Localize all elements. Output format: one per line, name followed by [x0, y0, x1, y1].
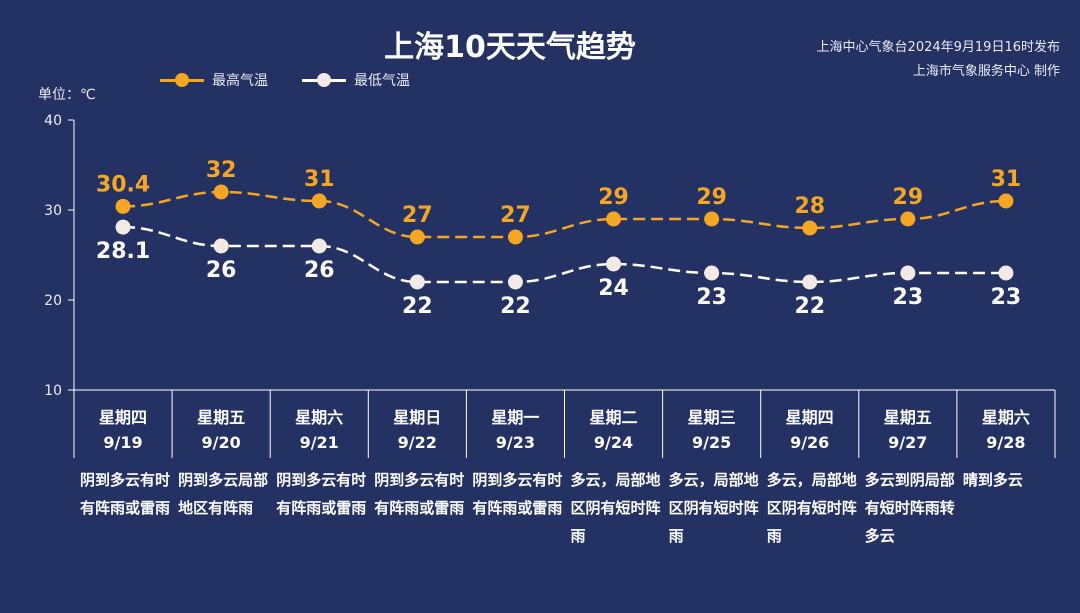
low-temp-point	[115, 219, 131, 235]
low-temp-line	[123, 225, 1006, 284]
day-weekday: 星期四	[98, 408, 147, 427]
low-temp-label: 23	[991, 285, 1022, 310]
day-date: 9/26	[790, 433, 830, 452]
low-temp-label: 22	[794, 294, 825, 319]
low-temp-point	[507, 274, 523, 290]
source-note: 上海中心气象台2024年9月19日16时发布 上海市气象服务中心 制作	[817, 36, 1060, 84]
high-temp-label: 28	[794, 194, 825, 219]
high-temp-point	[409, 229, 425, 245]
low-temp-point	[900, 265, 916, 281]
legend: 最高气温 最低气温	[160, 70, 410, 90]
high-temp-label: 29	[598, 185, 629, 210]
day-weather: 阴到多云有时有阵雨或雷雨	[374, 471, 465, 517]
legend-item-high: 最高气温	[160, 70, 268, 90]
y-tick-label: 20	[44, 293, 62, 309]
high-temp-point	[998, 193, 1014, 209]
day-weather: 阴到多云局部地区有阵雨	[178, 471, 269, 517]
legend-marker-high	[175, 73, 189, 87]
low-temp-point	[704, 265, 720, 281]
day-date: 9/27	[888, 433, 928, 452]
high-temp-point	[311, 193, 327, 209]
day-weather: 多云，局部地区阴有短时阵雨	[668, 471, 759, 545]
day-weekday: 星期六	[295, 408, 344, 427]
high-temp-label: 30.4	[96, 172, 150, 197]
day-date: 9/28	[986, 433, 1026, 452]
day-weekday: 星期五	[197, 408, 246, 427]
day-weather: 晴到多云	[962, 471, 1023, 489]
day-date: 9/22	[397, 433, 437, 452]
low-temp-point	[311, 238, 327, 254]
day-date: 9/20	[201, 433, 241, 452]
high-temp-point	[115, 198, 131, 214]
low-temp-point	[213, 238, 229, 254]
day-weather: 阴到多云有时有阵雨或雷雨	[276, 471, 367, 517]
low-temp-point	[998, 265, 1014, 281]
high-temp-label: 27	[402, 203, 433, 228]
high-temp-label: 27	[500, 203, 531, 228]
source-line-publish: 上海中心气象台2024年9月19日16时发布	[816, 40, 1060, 55]
day-weekday: 星期日	[393, 408, 442, 427]
day-weather: 多云，局部地区阴有短时阵雨	[570, 471, 661, 545]
high-temp-point	[704, 211, 720, 227]
day-weather: 多云到阴局部有短时阵雨转多云	[864, 471, 955, 545]
high-temp-label: 31	[304, 167, 335, 192]
low-temp-label: 22	[402, 294, 433, 319]
y-unit-label: 单位：℃	[38, 87, 96, 103]
legend-item-low: 最低气温	[302, 70, 410, 90]
day-date: 9/24	[593, 433, 634, 452]
low-temp-label: 26	[304, 258, 335, 283]
day-weekday: 星期一	[491, 408, 540, 427]
day-date: 9/25	[691, 433, 732, 452]
low-temp-label: 23	[893, 285, 924, 310]
day-date: 9/19	[103, 433, 143, 452]
legend-marker-low	[317, 73, 331, 87]
high-temp-point	[606, 211, 622, 227]
day-weekday: 星期二	[589, 408, 638, 427]
day-weather: 多云，局部地区阴有短时阵雨	[766, 471, 857, 545]
legend-swatch-high	[160, 73, 204, 87]
high-temp-point	[507, 229, 523, 245]
high-temp-point	[213, 184, 229, 200]
low-temp-label: 26	[206, 258, 237, 283]
y-tick-label: 40	[44, 113, 62, 129]
low-temp-point	[409, 274, 425, 290]
legend-label-low: 最低气温	[354, 73, 410, 89]
day-date: 9/21	[299, 433, 339, 452]
day-weekday: 星期五	[883, 408, 932, 427]
low-temp-label: 28.1	[96, 239, 150, 264]
high-temp-point	[900, 211, 916, 227]
y-tick-label: 30	[44, 203, 62, 219]
low-temp-label: 23	[696, 285, 727, 310]
low-temp-point	[802, 274, 818, 290]
y-tick-label: 10	[44, 383, 62, 399]
high-temp-point	[802, 220, 818, 236]
source-line-producer: 上海市气象服务中心 制作	[912, 64, 1060, 79]
day-weekday: 星期六	[981, 408, 1030, 427]
day-weather: 阴到多云有时有阵雨或雷雨	[472, 471, 563, 517]
high-temp-label: 29	[696, 185, 727, 210]
day-weather: 阴到多云有时有阵雨或雷雨	[80, 471, 171, 517]
high-temp-label: 29	[893, 185, 924, 210]
low-temp-label: 24	[598, 276, 629, 301]
low-temp-point	[606, 256, 622, 272]
legend-swatch-low	[302, 73, 346, 87]
high-temp-label: 32	[206, 158, 237, 183]
high-temp-label: 31	[991, 167, 1022, 192]
chart-title: 上海10天天气趋势	[384, 30, 636, 65]
high-temp-line	[123, 190, 1006, 239]
day-date: 9/23	[495, 433, 536, 452]
legend-label-high: 最高气温	[212, 73, 268, 89]
day-weekday: 星期三	[687, 408, 736, 427]
day-weekday: 星期四	[785, 408, 834, 427]
low-temp-label: 22	[500, 294, 531, 319]
